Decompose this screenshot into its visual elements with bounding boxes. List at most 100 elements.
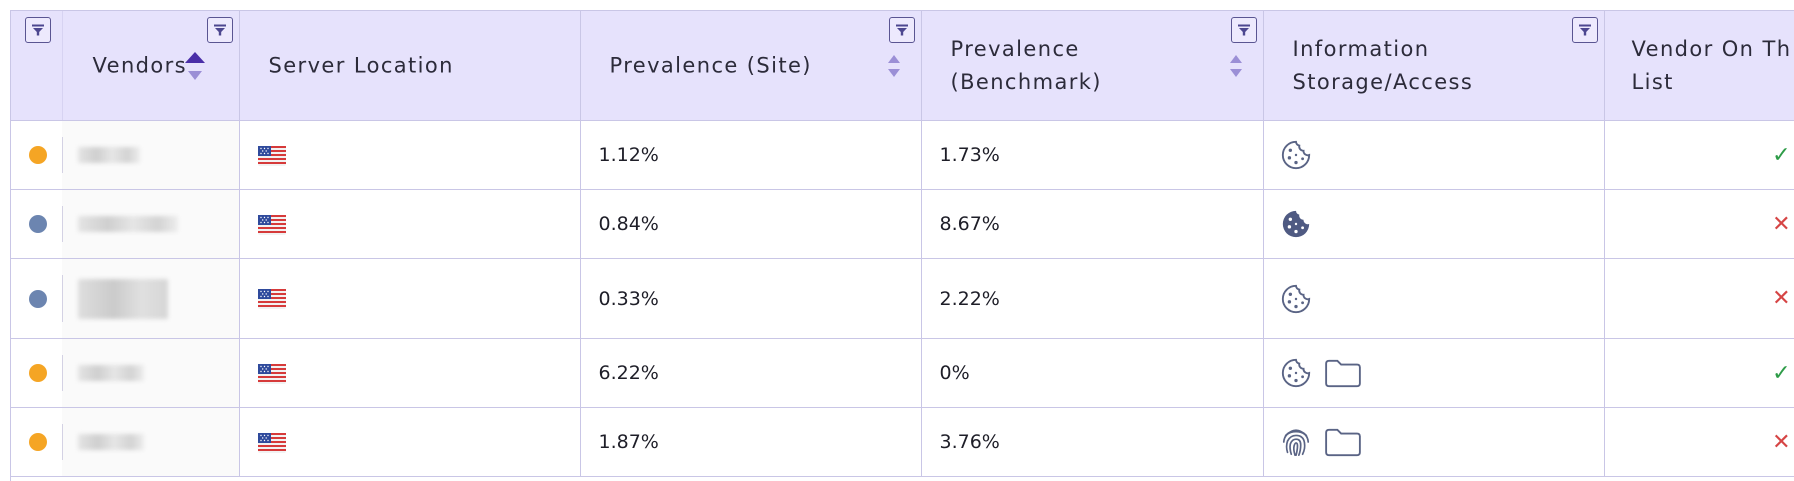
vendor-name-redacted <box>78 216 178 232</box>
prevalence-site-cell: 0.84% <box>580 189 922 259</box>
status-dot <box>29 433 47 451</box>
storage-icons <box>1264 357 1604 389</box>
prevalence-site-cell: 1.87% <box>580 407 922 477</box>
table-body: 1.12% 1.73% ✓ 0.84% 8.67% ✕ 0.33% 2.22% ✕ 6.22% 0%… <box>11 120 1794 477</box>
server-location-cell <box>239 407 581 477</box>
vendor-cell[interactable] <box>62 258 240 339</box>
vendor-cell[interactable] <box>62 189 240 259</box>
folder-icon <box>1324 427 1362 457</box>
storage-icons <box>1264 139 1604 171</box>
status-dot <box>29 146 47 164</box>
prevalence-site-cell: 1.12% <box>580 120 922 190</box>
header-vendors[interactable]: Vendors <box>62 11 240 121</box>
vendor-name-redacted <box>78 365 144 381</box>
information-storage-cell <box>1263 338 1605 408</box>
vendor-on-list-cell: ✓ <box>1604 120 1794 190</box>
vendor-name-redacted <box>78 278 168 319</box>
status-dot <box>29 215 47 233</box>
filter-status-button[interactable] <box>25 17 51 43</box>
vendor-cell[interactable] <box>62 338 240 408</box>
table-row[interactable]: 6.22% 0% ✓ <box>11 338 1794 408</box>
filter-vendors-button[interactable] <box>206 17 233 43</box>
vendor-divider <box>62 355 63 391</box>
header-vendor-on-list: Vendor On Th List <box>1604 11 1794 121</box>
sort-svg <box>886 52 902 80</box>
storage-icons <box>1264 426 1604 458</box>
vendor-on-list-cell: ✓ <box>1604 338 1794 408</box>
vendor-on-list-cell: ✕ <box>1604 258 1794 339</box>
prevalence-site-cell: 6.22% <box>580 338 922 408</box>
sort-icon[interactable] <box>886 52 902 80</box>
filter-prevalence-site-button[interactable] <box>888 17 915 43</box>
us-flag-icon <box>258 215 286 235</box>
prevalence-site-value: 0.84% <box>598 213 659 235</box>
vendor-cell[interactable] <box>62 407 240 477</box>
header-prevalence-benchmark[interactable]: Prevalence (Benchmark) <box>921 11 1264 121</box>
vendor-on-list-mark: ✕ <box>1772 429 1791 455</box>
vendor-on-list-mark: ✕ <box>1772 211 1791 237</box>
vendors-table-container: Vendors Server Location Prevalence (Site… <box>10 10 1794 481</box>
header-prevalence-site-label: Prevalence (Site) <box>609 53 812 77</box>
header-vendor-on-list-label: Vendor On Th List <box>1631 36 1792 94</box>
vendor-divider <box>62 275 63 322</box>
storage-icons <box>1264 283 1604 315</box>
information-storage-cell <box>1263 407 1605 477</box>
cookie-outline-icon <box>1280 283 1312 315</box>
filter-icon <box>1578 23 1592 37</box>
prevalence-site-cell: 0.33% <box>580 258 922 339</box>
vendor-on-list-mark: ✓ <box>1772 142 1791 168</box>
sort-ascending-icon[interactable] <box>184 50 206 82</box>
vendor-name-redacted <box>78 147 140 163</box>
prevalence-benchmark-cell: 3.76% <box>921 407 1264 477</box>
filter-prevalence-benchmark-button[interactable] <box>1230 17 1257 43</box>
fingerprint-icon <box>1280 426 1312 458</box>
cookie-filled-icon <box>1280 208 1312 240</box>
prevalence-site-value: 1.87% <box>598 431 659 453</box>
us-flag-icon <box>258 364 286 384</box>
prevalence-site-value: 0.33% <box>598 287 659 310</box>
header-vendors-label: Vendors <box>92 53 188 77</box>
prevalence-benchmark-cell: 2.22% <box>921 258 1264 339</box>
prevalence-benchmark-cell: 1.73% <box>921 120 1264 190</box>
vendor-on-list-cell: ✕ <box>1604 189 1794 259</box>
server-location-cell <box>239 189 581 259</box>
prevalence-benchmark-cell: 8.67% <box>921 189 1264 259</box>
vendor-on-list-cell: ✕ <box>1604 407 1794 477</box>
table-row[interactable]: 0.84% 8.67% ✕ <box>11 189 1794 259</box>
vendors-table: Vendors Server Location Prevalence (Site… <box>11 11 1794 477</box>
us-flag-icon <box>258 146 286 166</box>
prevalence-benchmark-value: 3.76% <box>939 431 1000 453</box>
status-cell <box>11 407 62 477</box>
status-dot <box>29 289 47 308</box>
vendor-name-redacted <box>78 434 144 450</box>
vendor-divider <box>62 424 63 460</box>
filter-icon <box>213 23 227 37</box>
table-row[interactable]: 1.87% 3.76% ✕ <box>11 407 1794 477</box>
filter-icon <box>895 23 909 37</box>
prevalence-site-value: 1.12% <box>598 144 659 166</box>
filter-icon <box>1237 23 1251 37</box>
vendor-cell[interactable] <box>62 120 240 190</box>
us-flag-icon <box>258 289 286 309</box>
vendor-on-list-mark: ✕ <box>1772 286 1791 311</box>
filter-icon <box>31 23 45 37</box>
prevalence-benchmark-value: 2.22% <box>939 287 1000 310</box>
table-row[interactable]: 0.33% 2.22% ✕ <box>11 258 1794 339</box>
information-storage-cell <box>1263 120 1605 190</box>
table-row[interactable]: 1.12% 1.73% ✓ <box>11 120 1794 190</box>
folder-icon <box>1324 358 1362 388</box>
filter-information-storage-button[interactable] <box>1571 17 1598 43</box>
header-information-storage-label: Information Storage/Access <box>1292 36 1474 94</box>
server-location-cell <box>239 258 581 339</box>
information-storage-cell <box>1263 189 1605 259</box>
prevalence-benchmark-value: 1.73% <box>939 144 1000 166</box>
vendor-on-list-mark: ✓ <box>1772 360 1791 386</box>
header-prevalence-site[interactable]: Prevalence (Site) <box>580 11 922 121</box>
server-location-cell <box>239 120 581 190</box>
prevalence-site-value: 6.22% <box>598 362 659 384</box>
cookie-outline-icon <box>1280 139 1312 171</box>
status-cell <box>11 338 62 408</box>
status-dot <box>29 364 47 382</box>
storage-icons <box>1264 208 1604 240</box>
sort-icon[interactable] <box>1228 52 1244 80</box>
